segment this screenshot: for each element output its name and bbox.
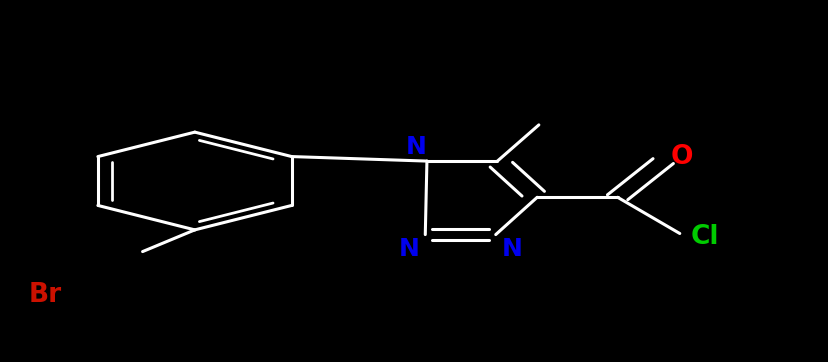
Text: Br: Br bbox=[29, 282, 62, 308]
Text: N: N bbox=[501, 237, 522, 261]
Text: N: N bbox=[397, 237, 419, 261]
Text: N: N bbox=[405, 135, 426, 159]
Text: O: O bbox=[669, 144, 692, 171]
Text: Cl: Cl bbox=[690, 224, 718, 250]
